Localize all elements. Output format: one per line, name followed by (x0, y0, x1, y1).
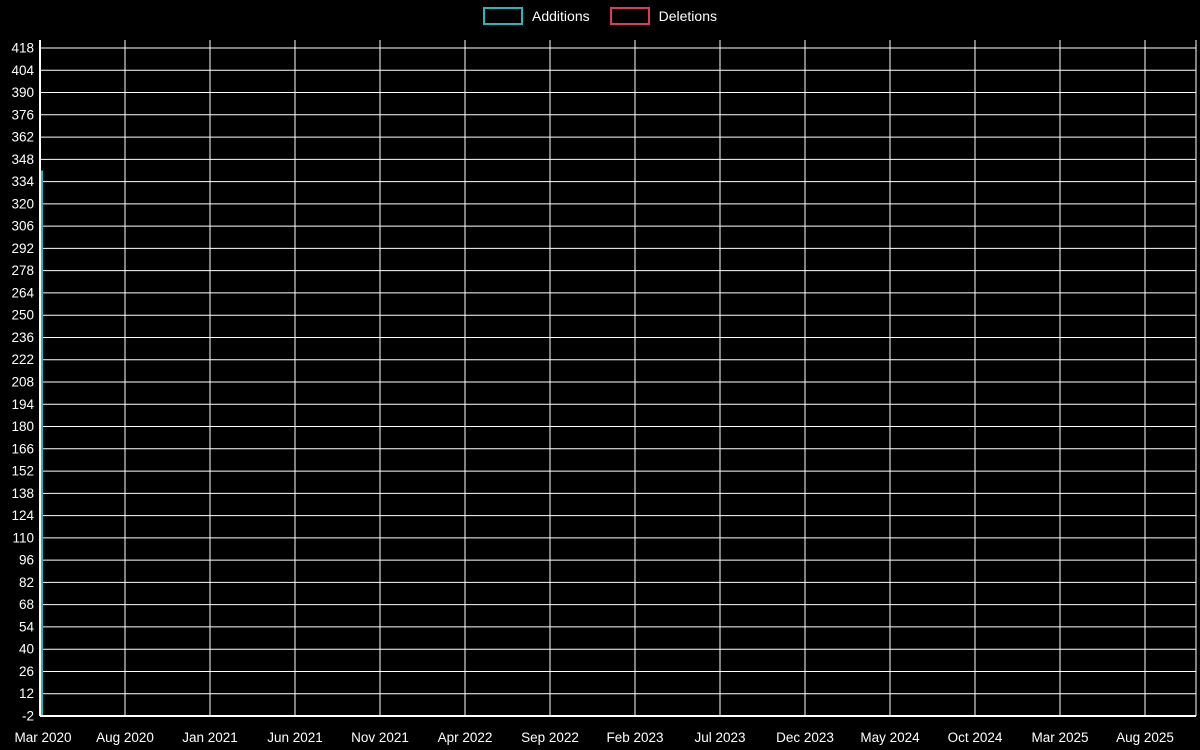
svg-text:Mar 2025: Mar 2025 (1031, 730, 1088, 745)
svg-text:292: 292 (11, 241, 34, 256)
deletions-swatch-icon (609, 7, 650, 25)
svg-text:26: 26 (19, 664, 34, 679)
svg-text:320: 320 (11, 196, 34, 211)
svg-text:Apr 2022: Apr 2022 (438, 730, 493, 745)
legend-item-deletions[interactable]: Deletions (609, 7, 717, 25)
svg-text:348: 348 (11, 152, 34, 167)
legend-label-additions: Additions (532, 8, 590, 24)
svg-text:54: 54 (19, 619, 35, 634)
svg-text:-2: -2 (22, 709, 34, 724)
svg-text:390: 390 (11, 85, 34, 100)
svg-text:264: 264 (11, 285, 34, 300)
svg-text:222: 222 (11, 352, 34, 367)
svg-text:334: 334 (11, 174, 34, 189)
svg-text:Feb 2023: Feb 2023 (606, 730, 663, 745)
svg-text:Dec 2023: Dec 2023 (776, 730, 834, 745)
svg-text:96: 96 (19, 553, 34, 568)
svg-text:236: 236 (11, 330, 34, 345)
svg-text:82: 82 (19, 575, 34, 590)
svg-text:Jan 2021: Jan 2021 (182, 730, 238, 745)
svg-text:418: 418 (11, 41, 34, 56)
svg-text:208: 208 (11, 375, 34, 390)
svg-text:278: 278 (11, 263, 34, 278)
svg-text:Aug 2025: Aug 2025 (1116, 730, 1174, 745)
svg-text:Aug 2020: Aug 2020 (96, 730, 154, 745)
svg-text:250: 250 (11, 308, 34, 323)
svg-text:Nov 2021: Nov 2021 (351, 730, 409, 745)
svg-text:110: 110 (12, 530, 34, 545)
svg-text:40: 40 (19, 642, 34, 657)
svg-text:376: 376 (11, 107, 34, 122)
svg-text:May 2024: May 2024 (860, 730, 920, 745)
svg-text:Oct 2024: Oct 2024 (948, 730, 1003, 745)
svg-text:180: 180 (11, 419, 34, 434)
svg-text:Mar 2020: Mar 2020 (14, 730, 71, 745)
svg-text:Jul 2023: Jul 2023 (694, 730, 745, 745)
svg-text:166: 166 (11, 441, 34, 456)
svg-text:Jun 2021: Jun 2021 (267, 730, 323, 745)
legend-label-deletions: Deletions (658, 8, 717, 24)
svg-text:404: 404 (11, 63, 34, 78)
svg-text:194: 194 (11, 397, 34, 412)
svg-text:306: 306 (11, 219, 34, 234)
legend-item-additions[interactable]: Additions (483, 7, 590, 25)
svg-text:68: 68 (19, 597, 34, 612)
svg-text:Sep 2022: Sep 2022 (521, 730, 579, 745)
svg-text:138: 138 (11, 486, 34, 501)
chart-legend: Additions Deletions (0, 7, 1200, 25)
additions-swatch-icon (483, 7, 524, 25)
svg-text:124: 124 (11, 508, 34, 523)
svg-text:152: 152 (11, 464, 34, 479)
svg-text:12: 12 (19, 686, 34, 701)
svg-text:362: 362 (11, 130, 34, 145)
